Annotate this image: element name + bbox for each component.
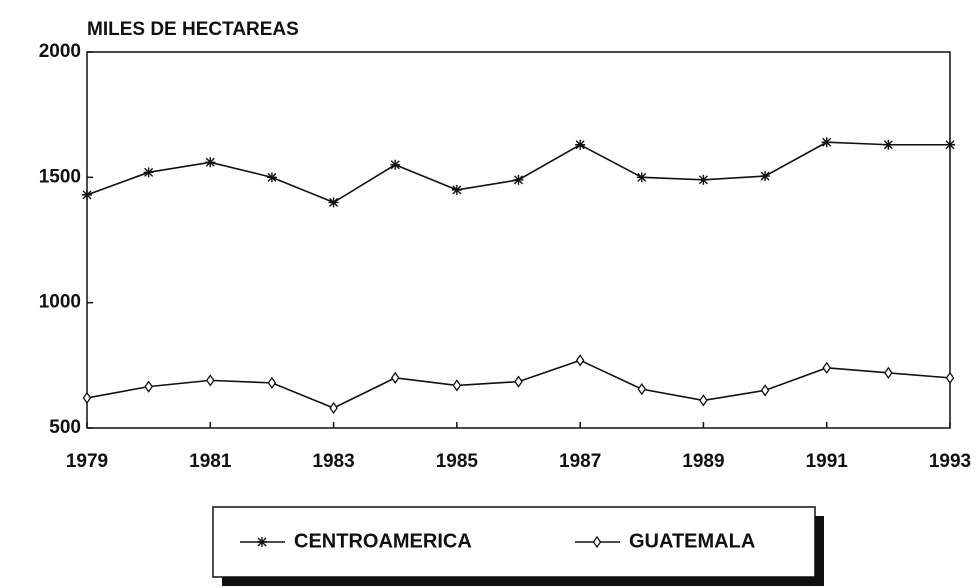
x-tick-label: 1993 (929, 451, 971, 472)
legend-box (212, 506, 816, 578)
y-tick-label: 2000 (39, 41, 81, 62)
x-tick-label: 1991 (806, 451, 849, 472)
marker (267, 376, 277, 390)
marker (205, 374, 215, 387)
legend-marker (257, 537, 267, 547)
y-axis-label: MILES DE HECTAREAS (87, 19, 299, 40)
marker (637, 383, 647, 396)
x-tick-label: 1985 (436, 451, 479, 472)
y-tick-label: 1500 (39, 166, 81, 187)
marker (266, 172, 277, 183)
marker (636, 172, 647, 183)
series-line (86, 141, 950, 204)
marker (329, 401, 338, 415)
marker (945, 139, 955, 150)
marker (328, 197, 339, 208)
x-tick-label: 1983 (312, 451, 354, 472)
x-tick-label: 1979 (66, 451, 108, 472)
marker (699, 394, 708, 407)
x-tick-label: 1987 (559, 451, 601, 472)
marker (884, 366, 893, 379)
marker (82, 391, 92, 405)
marker (575, 139, 586, 150)
y-tick-label: 1000 (39, 292, 81, 313)
marker (575, 354, 585, 367)
marker (945, 371, 955, 385)
marker (760, 384, 770, 397)
marker (513, 174, 524, 185)
marker (698, 174, 709, 185)
marker (822, 361, 832, 374)
marker (390, 371, 400, 385)
x-tick-label: 1989 (682, 451, 724, 472)
x-tick-label: 1981 (189, 451, 232, 472)
marker (82, 189, 92, 200)
marker (390, 159, 401, 170)
marker (143, 167, 154, 178)
legend-label: GUATEMALA (629, 530, 755, 552)
marker (821, 137, 832, 148)
marker (883, 139, 894, 150)
legend-label: CENTROAMERICA (294, 530, 472, 552)
marker (451, 184, 462, 195)
y-tick-label: 500 (49, 417, 81, 438)
legend-marker (592, 535, 602, 549)
plot-frame (86, 51, 951, 429)
marker (144, 380, 153, 393)
marker (205, 157, 216, 168)
marker (514, 375, 523, 388)
marker (452, 379, 462, 392)
marker (760, 171, 771, 182)
